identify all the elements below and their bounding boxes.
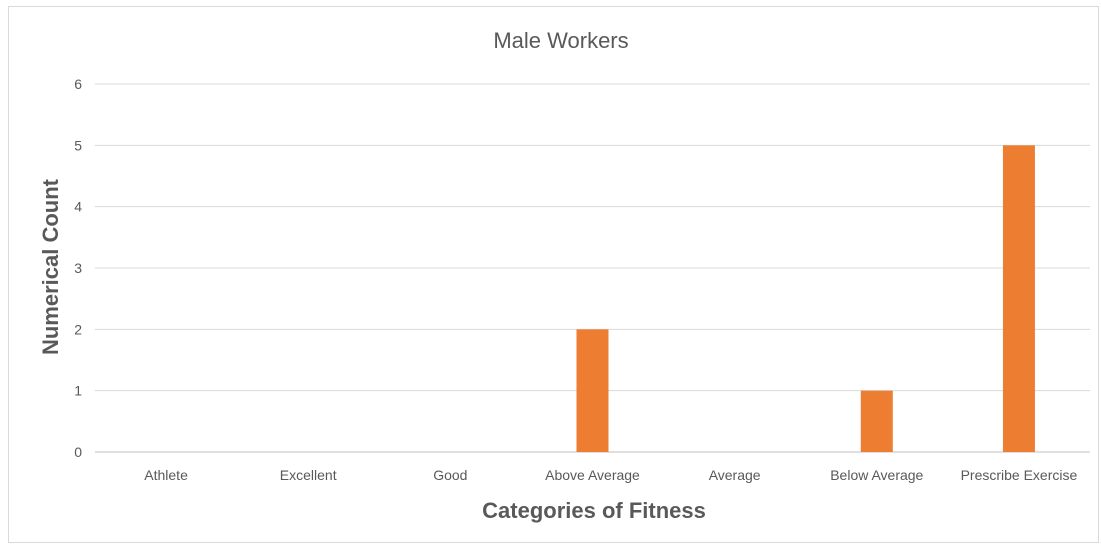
bar bbox=[576, 329, 609, 452]
y-tick-label: 3 bbox=[74, 260, 82, 276]
chart-title: Male Workers bbox=[493, 28, 628, 53]
y-tick-labels: 0 1 2 3 4 5 6 bbox=[74, 76, 82, 460]
x-tick-label: Below Average bbox=[830, 467, 923, 483]
x-axis-title: Categories of Fitness bbox=[482, 498, 706, 523]
x-tick-label: Above Average bbox=[545, 467, 640, 483]
bars bbox=[576, 145, 1035, 453]
x-tick-label: Athlete bbox=[144, 467, 188, 483]
y-tick-label: 1 bbox=[74, 383, 82, 399]
y-tick-label: 0 bbox=[74, 444, 82, 460]
y-tick-label: 6 bbox=[74, 76, 82, 92]
x-tick-labels: Athlete Excellent Good Above Average Average… bbox=[144, 467, 1077, 483]
bar bbox=[860, 390, 893, 452]
y-tick-label: 5 bbox=[74, 137, 82, 153]
chart-frame bbox=[8, 6, 1099, 543]
y-tick-label: 4 bbox=[74, 199, 82, 215]
bar bbox=[1002, 145, 1035, 453]
x-tick-label: Prescribe Exercise bbox=[961, 467, 1078, 483]
y-tick-label: 2 bbox=[74, 321, 82, 337]
x-tick-label: Excellent bbox=[280, 467, 337, 483]
x-tick-label: Average bbox=[709, 467, 761, 483]
y-axis-title: Numerical Count bbox=[38, 178, 63, 355]
gridlines bbox=[95, 83, 1090, 453]
x-tick-label: Good bbox=[433, 467, 467, 483]
